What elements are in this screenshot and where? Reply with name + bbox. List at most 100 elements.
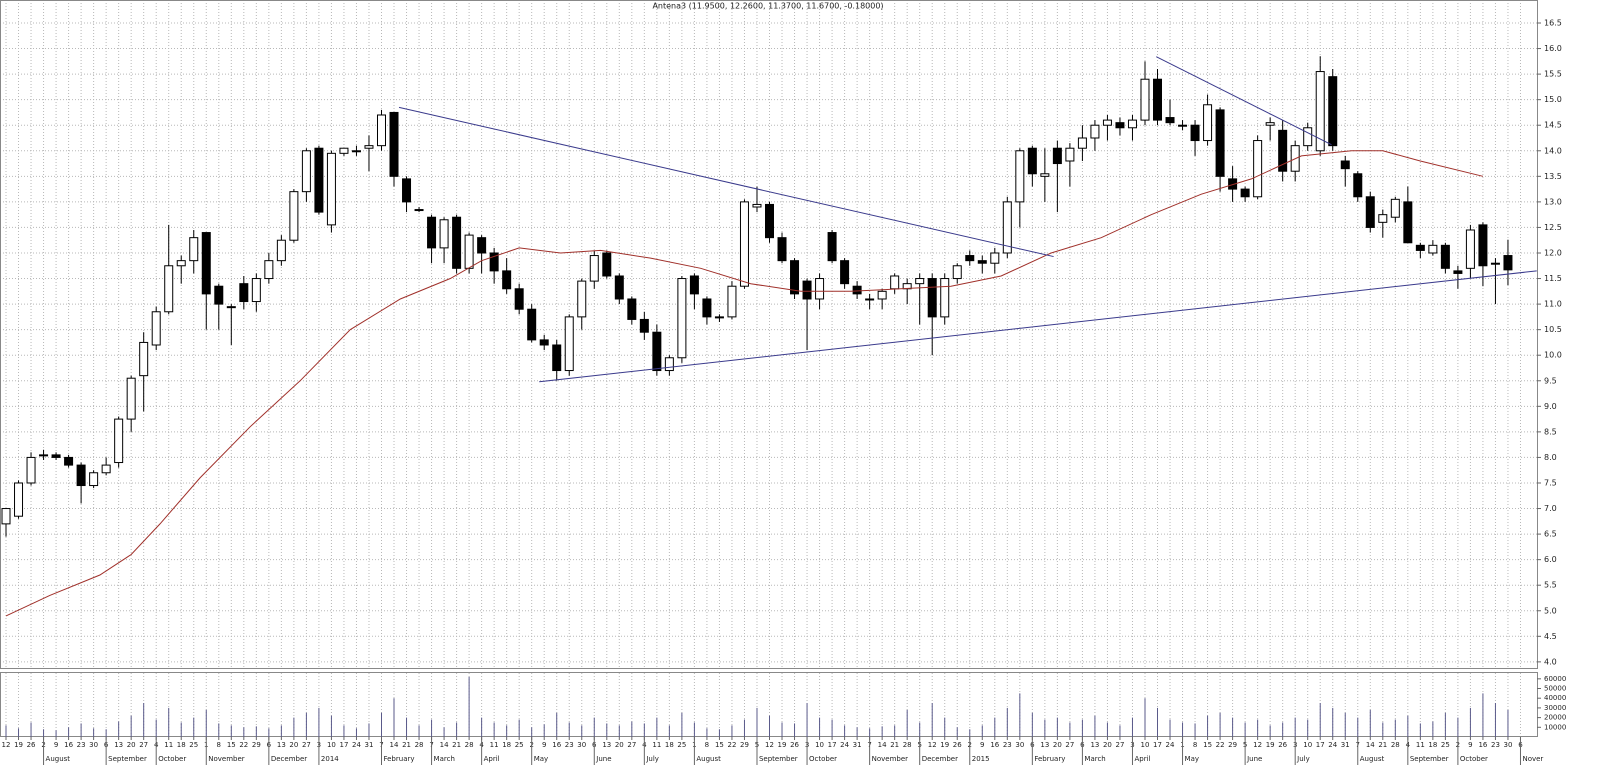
x-tick-label: 14	[1366, 741, 1375, 749]
y-tick-label: 16.5	[1544, 18, 1562, 27]
x-tick-label: 20	[1053, 741, 1062, 749]
candle-body	[777, 237, 787, 262]
y-tick-label: 14.5	[1544, 121, 1562, 130]
y-tick-label: 11.0	[1544, 300, 1562, 309]
x-tick-label: 8	[705, 741, 709, 749]
candle-body	[802, 280, 812, 300]
trendline	[398, 106, 1054, 258]
month-label: November	[872, 755, 909, 763]
candle-body	[39, 454, 49, 457]
month-label: October	[158, 755, 186, 763]
candle-body	[464, 234, 474, 269]
x-tick-label: 22	[727, 741, 736, 749]
x-tick-label: 19	[14, 741, 23, 749]
candle-body	[76, 464, 86, 487]
candle-body	[977, 260, 987, 264]
y-tick-label: 7.0	[1544, 504, 1557, 513]
candle-body	[1115, 122, 1125, 129]
month-label: March	[1084, 755, 1105, 763]
candle-body	[164, 265, 174, 313]
x-tick-label: 8	[1193, 741, 1197, 749]
candle-body	[64, 456, 74, 466]
month-label: August	[1360, 755, 1385, 763]
x-tick-label: 17	[339, 741, 348, 749]
candle-body	[815, 278, 825, 300]
x-tick-label: 10	[327, 741, 336, 749]
volume-tick-label: 10000	[1544, 723, 1566, 731]
candle-body	[1065, 147, 1075, 162]
x-tick-label: 23	[565, 741, 574, 749]
x-tick-label: 20	[615, 741, 624, 749]
x-tick-label: 23	[77, 741, 86, 749]
candle-body	[1077, 137, 1087, 149]
y-tick-label: 16.0	[1544, 44, 1562, 53]
candle-body	[1478, 224, 1488, 267]
candle-body	[189, 237, 199, 262]
candle-body	[289, 191, 299, 241]
x-tick-label: 13	[114, 741, 123, 749]
x-tick-label: 16	[1478, 741, 1487, 749]
x-tick-label: 8	[217, 741, 221, 749]
month-label: May	[534, 755, 548, 763]
candle-body	[1140, 78, 1150, 121]
x-tick-label: 9	[980, 741, 984, 749]
candle-body	[402, 178, 412, 203]
x-tick-label: 15	[1203, 741, 1212, 749]
candle-body	[577, 280, 587, 318]
month-label: April	[484, 755, 500, 763]
candle-body	[739, 201, 749, 287]
x-tick-label: 13	[1040, 741, 1049, 749]
x-tick-label: 20	[289, 741, 298, 749]
candle-body	[714, 316, 724, 319]
x-tick-label: 30	[577, 741, 586, 749]
candle-body	[126, 377, 136, 420]
candle-body	[414, 209, 424, 212]
candle-body	[502, 270, 512, 290]
x-tick-label: 16	[552, 741, 561, 749]
x-tick-label: 10	[1303, 741, 1312, 749]
x-tick-label: 29	[740, 741, 749, 749]
month-label: June	[1246, 755, 1262, 763]
x-tick-label: 17	[1316, 741, 1325, 749]
x-tick-label: 26	[27, 741, 36, 749]
x-tick-label: 18	[502, 741, 511, 749]
x-tick-label: 28	[465, 741, 474, 749]
x-tick-label: 14	[440, 741, 449, 749]
candle-body	[214, 285, 224, 305]
y-tick-label: 4.5	[1544, 632, 1557, 641]
candle-body	[564, 316, 574, 372]
x-tick-label: 25	[515, 741, 524, 749]
candle-body	[1165, 117, 1175, 124]
x-tick-label: 20	[127, 741, 136, 749]
candle-body	[351, 150, 361, 153]
candle-body	[865, 298, 875, 301]
x-tick-label: 22	[239, 741, 248, 749]
x-tick-label: 29	[252, 741, 261, 749]
x-tick-label: 25	[677, 741, 686, 749]
x-tick-label: 10	[815, 741, 824, 749]
candle-body	[940, 278, 950, 318]
candle-body	[652, 331, 662, 372]
candle-body	[840, 260, 850, 285]
candle-body	[527, 308, 537, 341]
month-label: August	[46, 755, 71, 763]
x-tick-label: 9	[1468, 741, 1472, 749]
x-tick-label: 18	[177, 741, 186, 749]
candle-body	[151, 311, 161, 346]
candle-body	[727, 285, 737, 318]
x-tick-label: 18	[665, 741, 674, 749]
x-tick-label: 19	[1266, 741, 1275, 749]
x-tick-label: 25	[189, 741, 198, 749]
candle-body	[514, 288, 524, 310]
x-tick-label: 30	[1015, 741, 1024, 749]
month-label: October	[809, 755, 837, 763]
candle-body	[1, 508, 11, 525]
x-tick-label: 17	[828, 741, 837, 749]
y-tick-label: 7.5	[1544, 478, 1557, 487]
x-tick-label: 26	[790, 741, 799, 749]
x-tick-label: 27	[1115, 741, 1124, 749]
x-tick-label: 12	[1253, 741, 1262, 749]
x-tick-label: 9	[54, 741, 58, 749]
x-tick-label: 11	[1416, 741, 1425, 749]
